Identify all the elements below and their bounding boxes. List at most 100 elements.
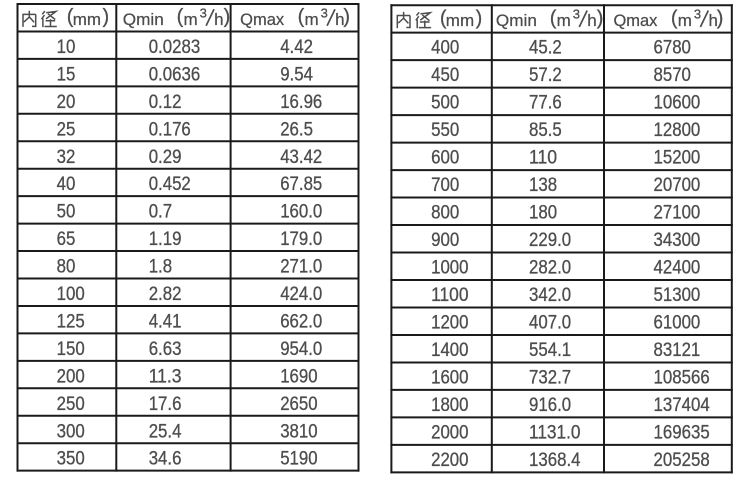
svg-text:450: 450 bbox=[431, 65, 459, 86]
svg-text:11.3: 11.3 bbox=[149, 366, 182, 387]
svg-text:25: 25 bbox=[57, 119, 76, 140]
svg-text:0.176: 0.176 bbox=[149, 119, 191, 140]
svg-text:169635: 169635 bbox=[654, 422, 710, 443]
svg-text:2200: 2200 bbox=[431, 450, 468, 471]
svg-text:(: ( bbox=[67, 6, 74, 28]
svg-text:400: 400 bbox=[431, 38, 459, 59]
svg-text:): ) bbox=[717, 7, 724, 29]
svg-text:(: ( bbox=[671, 7, 678, 29]
svg-text:27100: 27100 bbox=[654, 203, 701, 224]
svg-text:424.0: 424.0 bbox=[280, 284, 322, 305]
svg-text:m: m bbox=[557, 11, 571, 30]
svg-text:15200: 15200 bbox=[654, 148, 701, 169]
svg-text:800: 800 bbox=[431, 203, 459, 224]
svg-text:3: 3 bbox=[200, 6, 207, 21]
svg-text:3: 3 bbox=[694, 7, 701, 22]
svg-text:51300: 51300 bbox=[654, 285, 701, 306]
svg-text:138: 138 bbox=[529, 175, 557, 196]
svg-text:83121: 83121 bbox=[654, 340, 701, 361]
svg-text:45.2: 45.2 bbox=[529, 38, 562, 59]
svg-text:6.63: 6.63 bbox=[149, 339, 182, 360]
svg-text:34300: 34300 bbox=[654, 230, 701, 251]
svg-text:): ) bbox=[343, 6, 350, 28]
svg-text:h: h bbox=[587, 11, 596, 30]
svg-text:1800: 1800 bbox=[431, 395, 468, 416]
svg-text:Qmax: Qmax bbox=[613, 11, 657, 30]
svg-text:342.0: 342.0 bbox=[529, 285, 571, 306]
svg-text:732.7: 732.7 bbox=[529, 367, 571, 388]
svg-text:32: 32 bbox=[57, 147, 76, 168]
svg-text:160.0: 160.0 bbox=[280, 202, 322, 223]
svg-text:700: 700 bbox=[431, 175, 459, 196]
svg-text:350: 350 bbox=[57, 449, 85, 470]
svg-text:1100: 1100 bbox=[431, 285, 468, 306]
svg-text:900: 900 bbox=[431, 230, 459, 251]
svg-text:): ) bbox=[476, 7, 483, 29]
svg-text:0.452: 0.452 bbox=[149, 174, 191, 195]
svg-text:(: ( bbox=[298, 6, 305, 28]
svg-text:300: 300 bbox=[57, 421, 85, 442]
svg-text:20: 20 bbox=[57, 92, 76, 113]
svg-text:15: 15 bbox=[57, 64, 76, 85]
svg-text:17.6: 17.6 bbox=[149, 394, 182, 415]
svg-text:1131.0: 1131.0 bbox=[529, 422, 581, 443]
svg-text:): ) bbox=[597, 7, 604, 29]
svg-text:50: 50 bbox=[57, 202, 76, 223]
svg-text:77.6: 77.6 bbox=[529, 93, 562, 114]
svg-text:125: 125 bbox=[57, 312, 85, 333]
svg-text:12800: 12800 bbox=[654, 120, 701, 141]
svg-text:m: m bbox=[678, 11, 692, 30]
svg-text:m: m bbox=[184, 10, 198, 29]
svg-text:554.1: 554.1 bbox=[529, 340, 571, 361]
svg-text:1200: 1200 bbox=[431, 312, 468, 333]
svg-text:6780: 6780 bbox=[654, 38, 691, 59]
svg-text:1368.4: 1368.4 bbox=[529, 450, 581, 471]
svg-text:954.0: 954.0 bbox=[280, 339, 322, 360]
svg-text:57.2: 57.2 bbox=[529, 65, 562, 86]
svg-text:2000: 2000 bbox=[431, 422, 468, 443]
svg-text:2.82: 2.82 bbox=[149, 284, 182, 305]
svg-text:20700: 20700 bbox=[654, 175, 701, 196]
svg-text:3: 3 bbox=[573, 7, 580, 22]
svg-text:229.0: 229.0 bbox=[529, 230, 571, 251]
svg-text:179.0: 179.0 bbox=[280, 229, 322, 250]
svg-text:85.5: 85.5 bbox=[529, 120, 562, 141]
svg-text:0.29: 0.29 bbox=[149, 147, 182, 168]
svg-text:1600: 1600 bbox=[431, 367, 468, 388]
svg-text:26.5: 26.5 bbox=[280, 119, 313, 140]
svg-text:42400: 42400 bbox=[654, 258, 701, 279]
svg-text:150: 150 bbox=[57, 339, 85, 360]
svg-text:4.41: 4.41 bbox=[149, 312, 182, 333]
svg-text:(: ( bbox=[440, 7, 447, 29]
svg-text:137404: 137404 bbox=[654, 395, 711, 416]
svg-text:65: 65 bbox=[57, 229, 76, 250]
svg-text:500: 500 bbox=[431, 93, 459, 114]
svg-text:271.0: 271.0 bbox=[280, 257, 322, 278]
svg-text:h: h bbox=[335, 10, 344, 29]
svg-text:(: ( bbox=[550, 7, 557, 29]
svg-text:61000: 61000 bbox=[654, 312, 701, 333]
svg-text:9.54: 9.54 bbox=[280, 64, 313, 85]
svg-text:0.0636: 0.0636 bbox=[149, 64, 201, 85]
svg-text:h: h bbox=[214, 10, 223, 29]
svg-text:(: ( bbox=[177, 6, 184, 28]
svg-text:1000: 1000 bbox=[431, 258, 468, 279]
svg-text:40: 40 bbox=[57, 174, 76, 195]
svg-text:3: 3 bbox=[321, 6, 328, 21]
svg-text:h: h bbox=[708, 11, 717, 30]
svg-text:1400: 1400 bbox=[431, 340, 468, 361]
svg-text:550: 550 bbox=[431, 120, 459, 141]
svg-text:2650: 2650 bbox=[280, 394, 317, 415]
svg-text:10600: 10600 bbox=[654, 93, 701, 114]
svg-text:180: 180 bbox=[529, 203, 557, 224]
svg-text:0.12: 0.12 bbox=[149, 92, 182, 113]
svg-text:407.0: 407.0 bbox=[529, 312, 571, 333]
svg-text:8570: 8570 bbox=[654, 65, 691, 86]
svg-text:Qmax: Qmax bbox=[240, 10, 284, 29]
svg-text:43.42: 43.42 bbox=[280, 147, 322, 168]
svg-text:16.96: 16.96 bbox=[280, 92, 322, 113]
svg-text:m: m bbox=[305, 10, 319, 29]
svg-text:25.4: 25.4 bbox=[149, 421, 182, 442]
svg-text:110: 110 bbox=[529, 148, 557, 169]
svg-text:Qmin: Qmin bbox=[496, 11, 537, 30]
